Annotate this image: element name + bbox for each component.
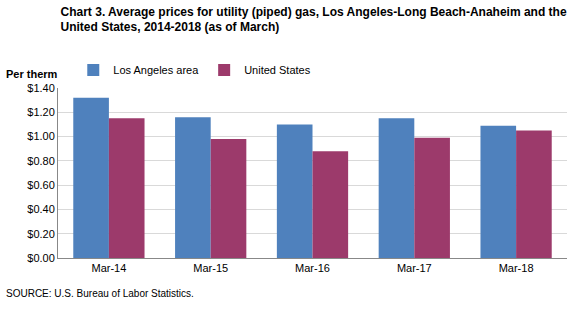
svg-text:United States: United States <box>244 64 311 76</box>
svg-text:$1.00: $1.00 <box>27 130 55 142</box>
svg-text:$1.20: $1.20 <box>27 106 55 118</box>
svg-text:Chart 3. Average prices for ut: Chart 3. Average prices for utility (pip… <box>61 5 567 35</box>
svg-text:$0.20: $0.20 <box>27 228 55 240</box>
svg-text:$0.40: $0.40 <box>27 203 55 215</box>
svg-text:Los Angeles area: Los Angeles area <box>113 64 199 76</box>
svg-text:$0.60: $0.60 <box>27 179 55 191</box>
svg-text:Mar-18: Mar-18 <box>499 262 534 274</box>
svg-text:$1.40: $1.40 <box>27 82 55 94</box>
svg-text:SOURCE: U.S. Bureau of Labor S: SOURCE: U.S. Bureau of Labor Statistics. <box>6 288 194 299</box>
svg-text:Mar-16: Mar-16 <box>295 262 330 274</box>
svg-text:$0.80: $0.80 <box>27 155 55 167</box>
svg-text:Mar-14: Mar-14 <box>91 262 126 274</box>
svg-text:Per therm: Per therm <box>6 68 58 80</box>
svg-text:Mar-17: Mar-17 <box>397 262 432 274</box>
svg-text:$0.00: $0.00 <box>27 252 55 264</box>
svg-text:Mar-15: Mar-15 <box>193 262 228 274</box>
